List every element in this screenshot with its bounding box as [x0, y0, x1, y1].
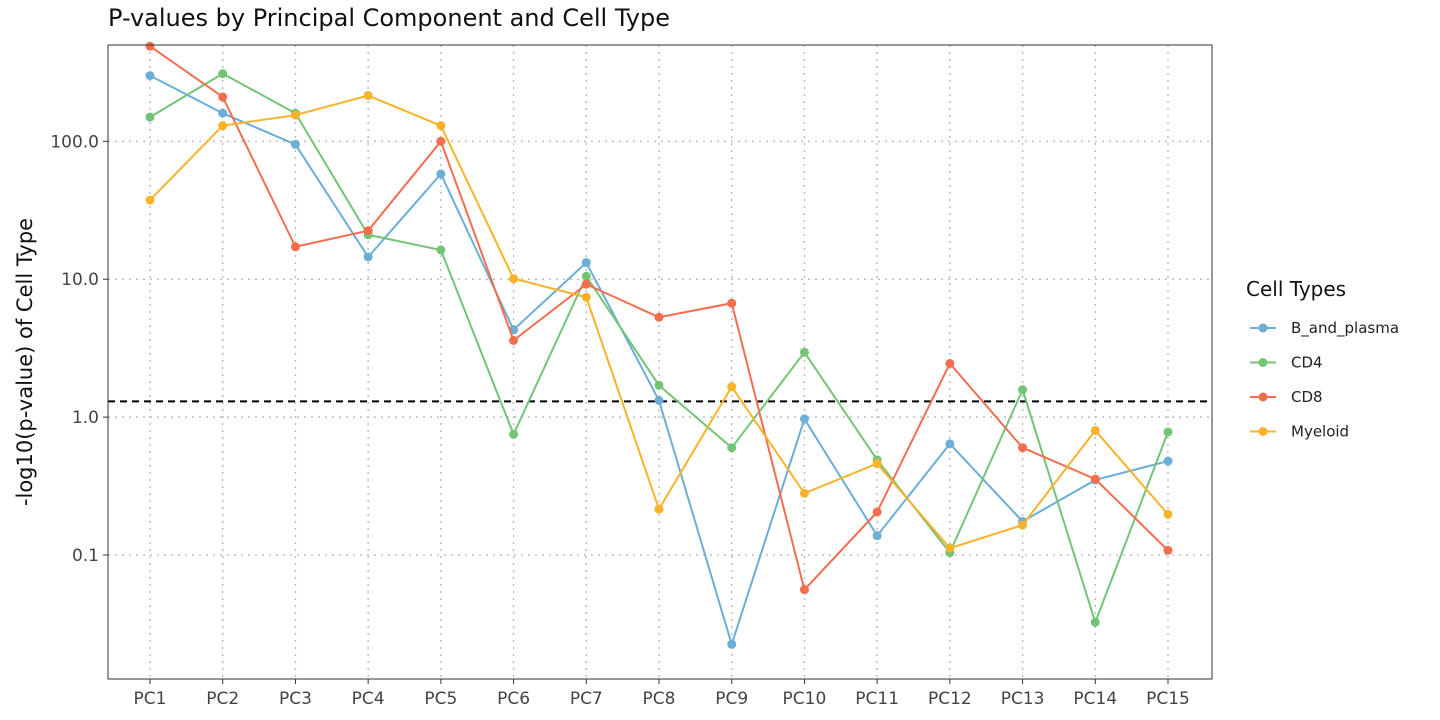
data-point-myeloid [799, 488, 809, 498]
legend-label: CD4 [1291, 354, 1323, 372]
data-point-b-and-plasma [218, 108, 228, 118]
data-point-cd8 [654, 312, 664, 322]
y-tick-label: 10.0 [61, 270, 99, 290]
x-tick-label: PC3 [279, 689, 312, 709]
x-tick-label: PC12 [928, 689, 972, 709]
data-point-b-and-plasma [945, 439, 955, 449]
legend-item-myeloid: Myeloid [1250, 423, 1349, 441]
series-layer [145, 41, 1173, 649]
y-tick-label: 0.1 [72, 546, 99, 566]
x-tick-label: PC14 [1073, 689, 1117, 709]
x-tick-label: PC13 [1001, 689, 1045, 709]
data-point-b-and-plasma [363, 252, 373, 262]
data-point-b-and-plasma [1163, 456, 1173, 466]
data-point-cd4 [509, 429, 519, 439]
x-tick-label: PC9 [715, 689, 748, 709]
x-tick-label: PC15 [1146, 689, 1190, 709]
legend-label: CD8 [1291, 388, 1323, 406]
x-tick-label: PC11 [855, 689, 899, 709]
data-point-myeloid [581, 292, 591, 302]
data-point-myeloid [145, 195, 155, 205]
data-point-b-and-plasma [654, 395, 664, 405]
x-axis-ticks: PC1 PC2 PC3 PC4 PC5 PC6 PC7 PC8 PC9 PC10 PC11 PC12 P… [134, 679, 1190, 709]
data-point-b-and-plasma [290, 139, 300, 149]
data-point-cd8 [727, 298, 737, 308]
data-point-myeloid [290, 110, 300, 120]
data-point-cd8 [872, 507, 882, 517]
x-tick-label: PC5 [424, 689, 457, 709]
legend-key-point [1258, 427, 1268, 436]
legend-key-point [1258, 358, 1268, 367]
data-point-myeloid [218, 121, 228, 131]
data-point-myeloid [436, 121, 446, 131]
y-tick-label: 100.0 [50, 132, 99, 152]
data-point-myeloid [1018, 520, 1028, 530]
data-point-cd8 [1090, 474, 1100, 484]
data-point-cd8 [145, 41, 155, 51]
data-point-cd4 [1090, 617, 1100, 627]
data-point-cd4 [581, 271, 591, 281]
data-point-cd8 [1018, 443, 1028, 453]
x-tick-label: PC6 [497, 689, 530, 709]
y-axis-label: -log10(p-value) of Cell Type [13, 218, 37, 506]
data-point-cd4 [436, 245, 446, 255]
data-point-myeloid [872, 459, 882, 469]
data-point-myeloid [509, 274, 519, 284]
data-point-b-and-plasma [436, 169, 446, 179]
data-point-cd4 [654, 380, 664, 390]
data-point-b-and-plasma [581, 258, 591, 268]
data-point-cd8 [1163, 545, 1173, 555]
legend-label: Myeloid [1291, 423, 1349, 441]
data-point-b-and-plasma [799, 414, 809, 424]
data-point-b-and-plasma [727, 639, 737, 649]
data-point-cd8 [509, 335, 519, 345]
data-point-cd8 [581, 279, 591, 289]
data-point-cd8 [436, 136, 446, 146]
data-point-cd4 [145, 112, 155, 122]
data-point-myeloid [363, 91, 373, 101]
series-line-b-and-plasma [149, 74, 1169, 648]
data-point-myeloid [727, 382, 737, 392]
x-tick-label: PC8 [643, 689, 676, 709]
legend-key-point [1258, 392, 1268, 402]
legend-label: B_and_plasma [1291, 319, 1399, 338]
data-point-cd4 [218, 69, 228, 79]
data-point-b-and-plasma [872, 531, 882, 541]
data-point-cd4 [727, 443, 737, 453]
x-tick-label: PC7 [570, 689, 603, 709]
data-point-cd8 [218, 92, 228, 102]
x-tick-label: PC1 [134, 689, 167, 709]
series-cd8 [145, 41, 1173, 595]
chart-title: P-values by Principal Component and Cell… [108, 4, 670, 32]
y-axis-ticks: 0.1 1.0 10.0 100.0 [50, 132, 108, 566]
data-point-myeloid [654, 504, 664, 514]
legend: Cell Types B_and_plasma CD4 CD8 Myeloid [1246, 277, 1399, 441]
legend-item-cd8: CD8 [1250, 388, 1323, 406]
data-point-cd4 [1163, 427, 1173, 437]
data-point-cd8 [363, 226, 373, 236]
data-point-myeloid [945, 543, 955, 553]
data-point-myeloid [1163, 509, 1173, 519]
x-tick-label: PC4 [352, 689, 385, 709]
legend-item-cd4: CD4 [1250, 354, 1323, 372]
plot-panel-border [107, 44, 1213, 680]
x-tick-label: PC10 [783, 689, 827, 709]
data-point-cd4 [799, 347, 809, 357]
data-point-myeloid [1090, 425, 1100, 435]
y-tick-label: 1.0 [72, 408, 99, 428]
legend-title: Cell Types [1246, 277, 1346, 301]
data-point-cd8 [290, 242, 300, 252]
x-tick-label: PC2 [206, 689, 239, 709]
data-point-cd8 [799, 585, 809, 595]
legend-item-b-and-plasma: B_and_plasma [1250, 319, 1399, 338]
data-point-cd4 [1018, 385, 1028, 395]
legend-key-point [1258, 323, 1268, 333]
data-point-cd8 [945, 358, 955, 368]
data-point-b-and-plasma [145, 71, 155, 81]
series-myeloid [145, 91, 1173, 553]
grid-lines [108, 45, 1212, 679]
